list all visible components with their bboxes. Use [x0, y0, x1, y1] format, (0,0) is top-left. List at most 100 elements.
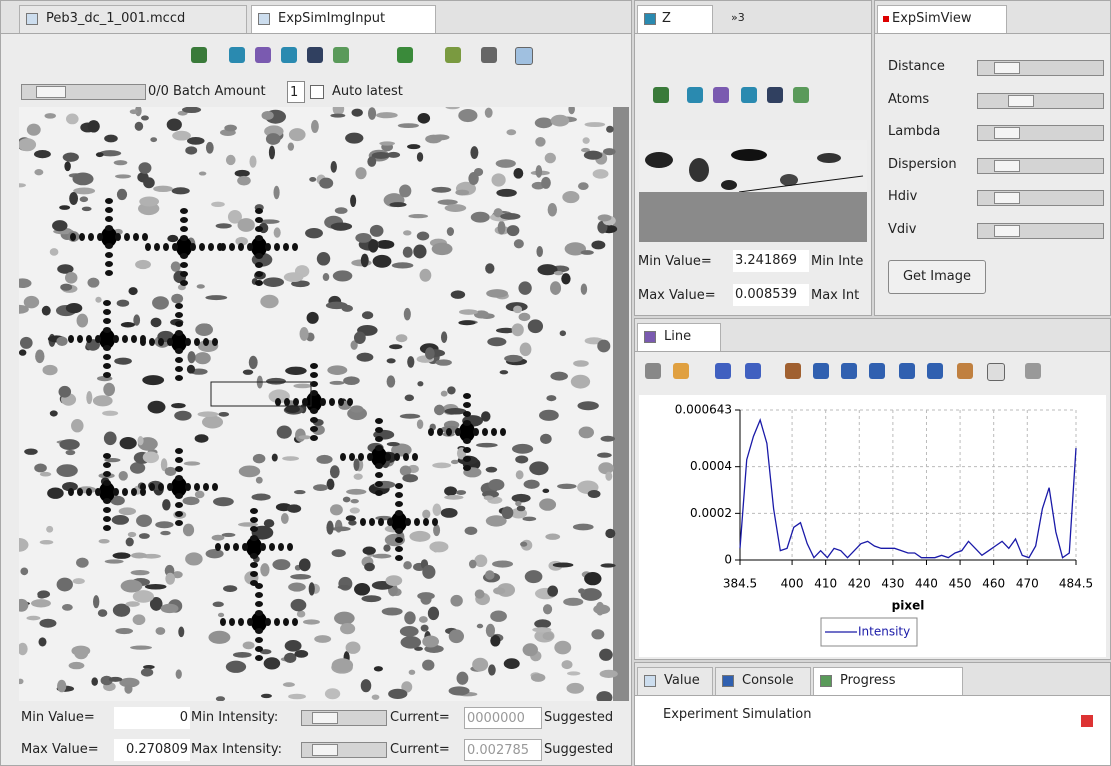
tab[interactable]: Console — [715, 667, 811, 695]
pattern — [326, 521, 333, 535]
pattern — [554, 641, 571, 655]
tool[interactable] — [1025, 363, 1041, 379]
tool[interactable] — [957, 363, 973, 379]
pattern — [561, 273, 570, 284]
tool[interactable] — [515, 47, 533, 65]
pattern — [34, 464, 47, 473]
current-field[interactable]: 0000000 — [464, 707, 542, 729]
pattern — [105, 270, 113, 276]
pattern — [331, 223, 352, 231]
tool[interactable] — [869, 363, 885, 379]
stop-button[interactable] — [1081, 715, 1093, 727]
pattern — [237, 218, 254, 232]
pattern — [174, 411, 191, 421]
get-image-button[interactable]: Get Image — [888, 260, 986, 294]
pattern — [417, 232, 429, 241]
tool[interactable] — [715, 363, 731, 379]
pattern — [399, 184, 411, 197]
tool[interactable] — [281, 47, 297, 63]
tab-label: Line — [664, 329, 691, 344]
parameter-slider[interactable] — [977, 223, 1104, 239]
tab[interactable]: Peb3_dc_1_001.mccd — [19, 5, 247, 33]
parameter-slider[interactable] — [977, 125, 1104, 141]
tool[interactable] — [229, 47, 245, 63]
parameter-slider[interactable] — [977, 60, 1104, 76]
image-slider[interactable] — [21, 84, 146, 100]
tab[interactable]: Progress — [813, 667, 963, 695]
tool[interactable] — [841, 363, 857, 379]
pattern — [447, 386, 455, 394]
pattern — [180, 226, 188, 232]
intensity-slider[interactable] — [301, 742, 387, 758]
parameter-slider[interactable] — [977, 190, 1104, 206]
value-field[interactable]: 0 — [114, 707, 190, 729]
tool[interactable] — [713, 87, 729, 103]
tool[interactable] — [653, 87, 669, 103]
pattern — [72, 173, 93, 186]
tab[interactable]: Value — [637, 667, 713, 695]
tool[interactable] — [927, 363, 943, 379]
tool[interactable] — [687, 87, 703, 103]
pattern — [109, 677, 123, 682]
pattern — [313, 484, 328, 491]
tab-bar: Peb3_dc_1_001.mccd ExpSimImgInput — [1, 1, 631, 34]
pattern — [310, 372, 318, 378]
pattern — [243, 642, 255, 650]
tool[interactable] — [785, 363, 801, 379]
pattern — [458, 320, 475, 325]
pattern — [288, 142, 294, 150]
tab[interactable]: Z — [637, 5, 713, 33]
parameter-slider[interactable] — [977, 93, 1104, 109]
pattern — [103, 516, 111, 522]
checkbox[interactable] — [310, 85, 324, 99]
pattern — [180, 253, 188, 259]
pattern — [591, 629, 604, 639]
tool[interactable] — [745, 363, 761, 379]
value-field[interactable]: 0.008539 — [733, 284, 809, 306]
tool[interactable] — [191, 47, 207, 63]
intensity-slider[interactable] — [301, 710, 387, 726]
tool[interactable] — [767, 87, 783, 103]
tool[interactable] — [813, 363, 829, 379]
tool[interactable] — [645, 363, 661, 379]
tool[interactable] — [899, 363, 915, 379]
pattern — [375, 418, 383, 424]
more-tabs[interactable]: »3 — [731, 11, 745, 24]
batch-input[interactable]: 1 — [287, 81, 305, 103]
tab[interactable]: Line — [637, 323, 721, 351]
pattern — [491, 173, 505, 186]
value-field[interactable]: 3.241869 — [733, 250, 809, 272]
value-field[interactable]: 0.270809 — [114, 739, 190, 761]
tool[interactable] — [987, 363, 1005, 381]
pattern — [105, 261, 113, 267]
tool[interactable] — [255, 47, 271, 63]
pattern — [93, 395, 113, 406]
pattern — [274, 618, 280, 626]
tool[interactable] — [481, 47, 497, 63]
pattern — [31, 599, 51, 607]
parameter-slider[interactable] — [977, 158, 1104, 174]
line-series — [740, 420, 1076, 558]
tool[interactable] — [307, 47, 323, 63]
pattern — [550, 372, 568, 381]
tool[interactable] — [673, 363, 689, 379]
pattern — [119, 471, 128, 481]
pattern — [115, 233, 121, 241]
tab-label: ExpSimView — [892, 11, 972, 26]
tool[interactable] — [397, 47, 413, 63]
tool[interactable] — [741, 87, 757, 103]
tool[interactable] — [445, 47, 461, 63]
current-field[interactable]: 0.002785 — [464, 739, 542, 761]
tab[interactable]: ExpSimImgInput — [251, 5, 436, 33]
pattern — [387, 375, 396, 387]
pattern — [355, 233, 371, 243]
pattern — [105, 243, 113, 249]
pattern — [554, 271, 563, 275]
pattern — [436, 359, 452, 365]
tool[interactable] — [793, 87, 809, 103]
tool[interactable] — [333, 47, 349, 63]
tab[interactable]: ExpSimView — [877, 5, 1007, 33]
pattern — [135, 122, 143, 131]
pattern — [202, 416, 223, 429]
pattern — [333, 270, 353, 281]
